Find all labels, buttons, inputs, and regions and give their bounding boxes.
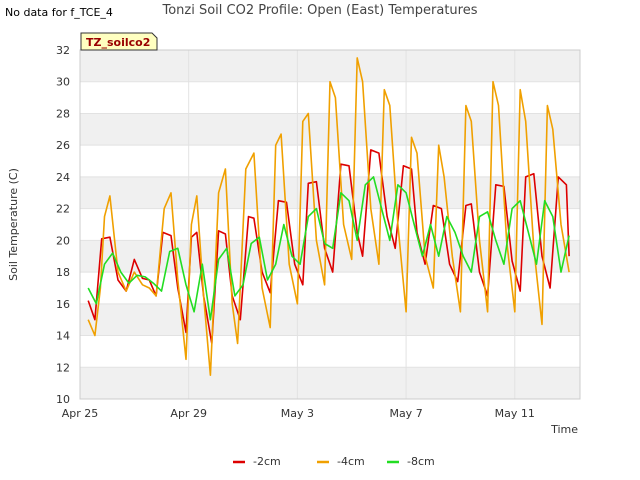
y-tick-label: 14 [56, 330, 70, 343]
series-line--2cm [87, 149, 570, 345]
legend-label: -2cm [253, 455, 281, 468]
badge-label: TZ_soilco2 [86, 36, 150, 49]
x-tick-label: Apr 25 [62, 407, 99, 420]
y-tick-label: 28 [56, 107, 70, 120]
y-tick-label: 30 [56, 76, 70, 89]
x-tick-label: Apr 29 [170, 407, 207, 420]
y-tick-label: 22 [56, 203, 70, 216]
chart-title: Tonzi Soil CO2 Profile: Open (East) Temp… [162, 3, 478, 18]
y-tick-label: 24 [56, 171, 70, 184]
badge-box [80, 32, 158, 51]
legend-label: -8cm [407, 455, 435, 468]
x-tick-label: May 11 [495, 407, 535, 420]
grid-band [80, 176, 580, 209]
grid-band [80, 367, 580, 399]
y-tick-label: 26 [56, 139, 70, 152]
no-data-label: No data for f_TCE_4 [5, 6, 113, 19]
x-axis-label: Time [550, 423, 578, 436]
y-tick-label: 32 [56, 44, 70, 57]
series-line--4cm [87, 57, 570, 377]
y-tick-label: 20 [56, 234, 70, 247]
x-tick-label: May 3 [281, 407, 314, 420]
y-tick-label: 10 [56, 393, 70, 406]
y-tick-label: 12 [56, 361, 70, 374]
grid-band [80, 50, 580, 82]
y-tick-label: 16 [56, 298, 70, 311]
grid-band [80, 113, 580, 146]
x-tick-label: May 7 [389, 407, 422, 420]
legend-label: -4cm [337, 455, 365, 468]
grid-band [80, 240, 580, 273]
y-axis-label: Soil Temperature (C) [7, 168, 20, 281]
grid-band [80, 303, 580, 336]
y-tick-label: 18 [56, 266, 70, 279]
plot-frame [79, 49, 581, 400]
series-line--8cm [87, 176, 570, 321]
